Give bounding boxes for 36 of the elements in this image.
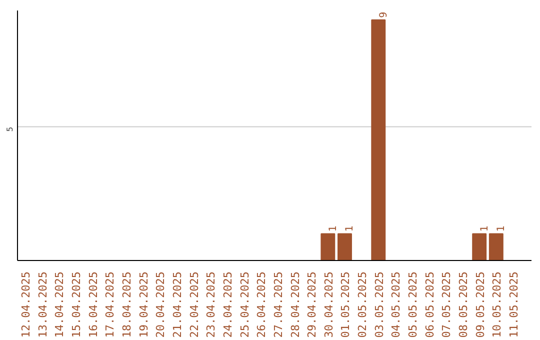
x-tick-label: 01.05.2025 [339, 271, 352, 338]
x-tick-label: 18.04.2025 [120, 271, 134, 338]
x-tick-label: 27.04.2025 [272, 271, 285, 338]
x-tick-label: 26.04.2025 [255, 271, 268, 338]
ref-line-label: 5 [6, 126, 14, 132]
x-tick-label: 02.05.2025 [356, 271, 370, 338]
x-tick-label: 13.04.2025 [36, 271, 50, 338]
x-tick-label: 21.04.2025 [170, 271, 184, 338]
x-tick-label: 10.05.2025 [490, 271, 504, 338]
x-tick-label: 03.05.2025 [372, 271, 386, 338]
x-tick-label: 07.05.2025 [440, 271, 454, 338]
x-tick-label: 16.04.2025 [86, 271, 100, 338]
x-tick-label: 24.04.2025 [221, 271, 234, 338]
x-tick-label: 09.05.2025 [474, 271, 487, 338]
data-label: 1 [328, 226, 339, 232]
x-tick-label: 19.04.2025 [137, 271, 150, 338]
x-tick-label: 11.05.2025 [507, 271, 520, 338]
data-label: 1 [496, 226, 508, 232]
x-tick-label: 12.04.2025 [20, 271, 33, 338]
x-tick-label: 29.04.2025 [306, 271, 319, 338]
x-tick-label: 17.04.2025 [104, 271, 117, 338]
data-label: 9 [378, 12, 390, 18]
x-tick-label: 05.05.2025 [406, 271, 420, 338]
x-tick-label: 04.05.2025 [390, 271, 403, 338]
x-tick-label: 22.04.2025 [188, 271, 201, 338]
x-tick-label: 08.05.2025 [457, 271, 470, 338]
x-tick-label: 25.04.2025 [238, 271, 252, 338]
x-tick-label: 20.04.2025 [154, 271, 168, 338]
x-tick-label: 23.04.2025 [204, 271, 218, 338]
x-tick-label: 15.04.2025 [70, 271, 84, 338]
data-label: 1 [344, 226, 356, 232]
x-tick-label: 30.04.2025 [322, 271, 336, 338]
x-tick-label: 14.04.2025 [53, 271, 66, 338]
x-tick-label: 28.04.2025 [288, 271, 302, 338]
data-label: 1 [479, 226, 490, 232]
x-tick-label: 06.05.2025 [423, 271, 436, 338]
